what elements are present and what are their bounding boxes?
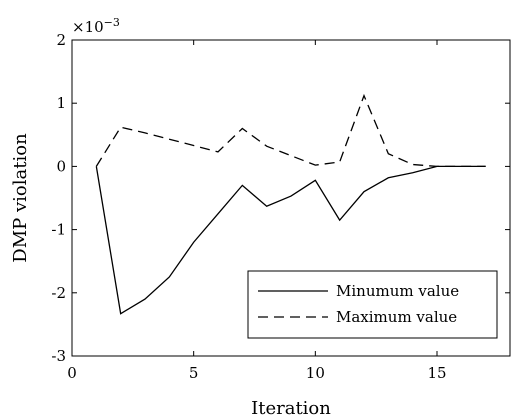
x-tick-label: 15 xyxy=(427,364,446,382)
y-tick-label: 0 xyxy=(56,157,66,175)
legend-box xyxy=(247,270,498,339)
y-tick-label: 1 xyxy=(56,94,66,112)
series-layer xyxy=(95,93,486,315)
series-line-maximum xyxy=(95,93,486,168)
y-tick-label: -3 xyxy=(51,347,66,365)
legend: Minumum value Maximum value xyxy=(247,270,498,339)
y-tick-label: -1 xyxy=(51,221,66,239)
y-scale-base: ×10 xyxy=(72,18,104,36)
x-tick-label: 10 xyxy=(306,364,325,382)
series-line-minimum xyxy=(95,165,486,315)
y-tick-label: 2 xyxy=(56,31,66,49)
legend-label-max: Maximum value xyxy=(336,308,457,326)
x-axis-label: Iteration xyxy=(251,398,331,418)
axis-ticks: 0 5 10 15 -3 -2 -1 0 1 2 xyxy=(51,31,510,382)
y-scale-exponent: −3 xyxy=(104,16,120,29)
x-tick-label: 5 xyxy=(189,364,199,382)
y-axis-label: DMP violation xyxy=(10,133,31,263)
x-tick-label: 0 xyxy=(67,364,77,382)
y-scale-factor: ×10−3 xyxy=(72,16,120,37)
legend-label-min: Minumum value xyxy=(336,282,459,300)
y-tick-label: -2 xyxy=(51,284,66,302)
